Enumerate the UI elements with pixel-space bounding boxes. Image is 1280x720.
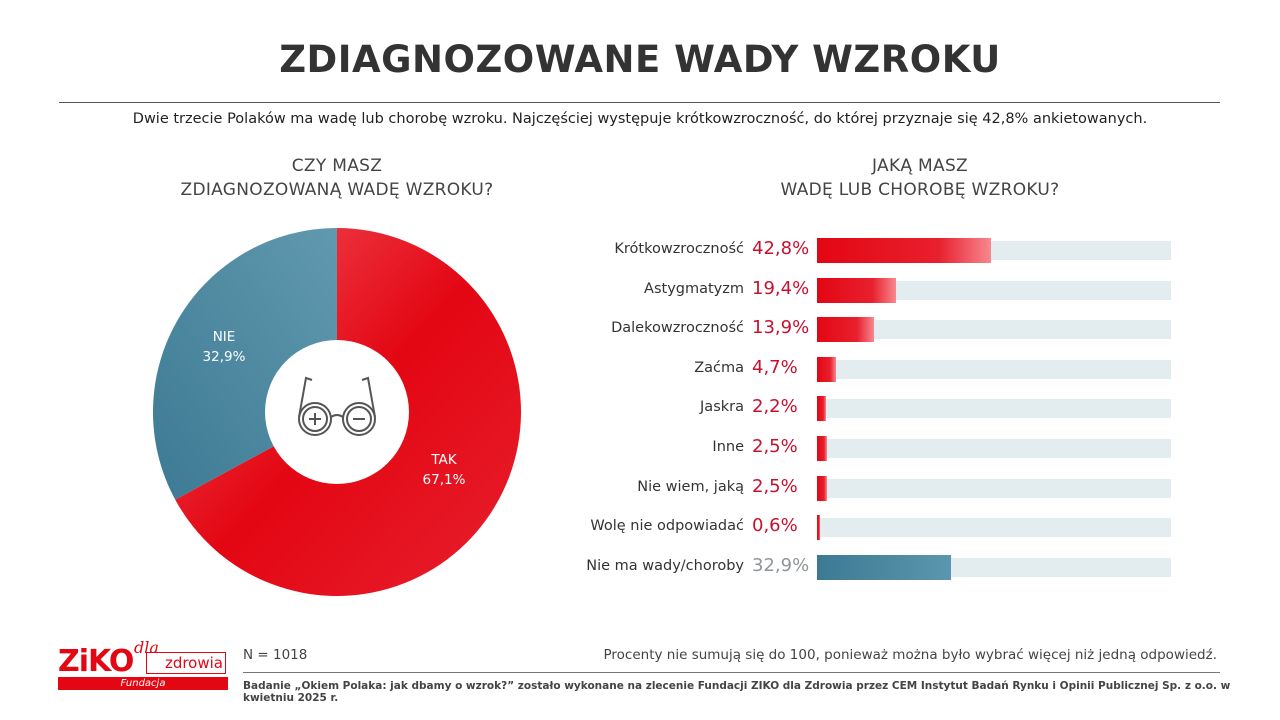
donut-title-line: CZY MASZ (291, 156, 383, 176)
bar-track (817, 518, 1171, 538)
bar-title-line: JAKĄ MASZ (872, 156, 968, 176)
bar-title-line: WADĘ LUB CHOROBĘ WZROKU? (780, 180, 1060, 200)
bar-title: JAKĄ MASZ WADĘ LUB CHOROBĘ WZROKU? (640, 154, 1200, 202)
bar (817, 475, 828, 501)
slice-name: TAK (431, 452, 457, 468)
slice-label-nie: NIE 32,9% (188, 327, 260, 367)
bar-value-label: 19,4% (752, 277, 810, 299)
bar-category: Inne (712, 439, 744, 455)
bar-row: Nie ma wady/choroby 32,9% (560, 554, 1180, 580)
ziko-dla-zdrowia-logo: ZiKO dla zdrowia Fundacja (58, 638, 228, 690)
bar-value-label: 42,8% (752, 238, 810, 259)
bar-category: Astygmatyzm (644, 280, 744, 297)
bar-track (817, 439, 1171, 458)
bar (817, 554, 951, 580)
bar-category: Jaskra (700, 399, 744, 416)
bar (817, 356, 837, 382)
footnote: Procenty nie sumują się do 100, ponieważ… (603, 647, 1217, 663)
divider (59, 102, 1220, 103)
divider (243, 672, 1220, 673)
bar-row: Dalekowzroczność 13,9% (560, 317, 1180, 343)
bar-category: Dalekowzroczność (611, 320, 744, 337)
bar-value-label: 2,5% (752, 475, 798, 497)
bar-category: Nie ma wady/choroby (586, 557, 744, 574)
glasses-plus-minus-icon (298, 376, 376, 436)
slice-name: NIE (212, 329, 236, 345)
bar-track (817, 399, 1171, 419)
bar (817, 436, 828, 461)
donut-title-line: ZDIAGNOZOWANĄ WADĘ WZROKU? (180, 180, 494, 200)
bar-value-label: 13,9% (752, 317, 810, 339)
bar (817, 317, 874, 343)
donut-hole (265, 340, 409, 484)
bar-track (817, 280, 1171, 300)
sample-size: N = 1018 (243, 647, 308, 663)
subtitle: Dwie trzecie Polaków ma wadę lub chorobę… (132, 111, 1148, 127)
bar-track (817, 478, 1171, 498)
bar-row: Zaćma 4,7% (560, 356, 1180, 382)
donut-chart (152, 228, 521, 596)
bar-row: Astygmatyzm 19,4% (560, 277, 1180, 303)
bar-value-label: 0,6% (752, 515, 798, 537)
slice-label-tak: TAK 67,1% (408, 450, 480, 490)
bar-row: Wolę nie odpowiadać 0,6% (560, 515, 1180, 541)
bar-row: Krótkowzroczność 42,8% (560, 238, 1180, 263)
bar (817, 277, 896, 303)
bar-track (817, 359, 1171, 379)
bar-value-label: 4,7% (752, 356, 798, 378)
bar-category: Krótkowzroczność (614, 241, 744, 257)
bar-row: Nie wiem, jaką 2,5% (560, 475, 1180, 501)
bar-category: Zaćma (694, 359, 744, 376)
bar-category: Wolę nie odpowiadać (590, 518, 744, 535)
bar (817, 515, 820, 541)
bar-track (817, 320, 1171, 340)
bar-row: Inne 2,5% (560, 436, 1180, 461)
bar-category: Nie wiem, jaką (637, 478, 744, 495)
bar-value-label: 2,2% (752, 396, 798, 418)
slice-value: 32,9% (202, 349, 246, 365)
bar-value-label: 32,9% (752, 554, 810, 576)
bar (817, 238, 992, 263)
source-note: Badanie „Okiem Polaka: jak dbamy o wzrok… (243, 680, 1231, 704)
slice-value: 67,1% (422, 472, 466, 488)
page-title: ZDIAGNOZOWANE WADY WZROKU (279, 38, 1001, 81)
bar-value-label: 2,5% (752, 436, 798, 457)
bar (817, 396, 826, 422)
bar-row: Jaskra 2,2% (560, 396, 1180, 422)
donut-title: CZY MASZ ZDIAGNOZOWANĄ WADĘ WZROKU? (137, 154, 537, 202)
